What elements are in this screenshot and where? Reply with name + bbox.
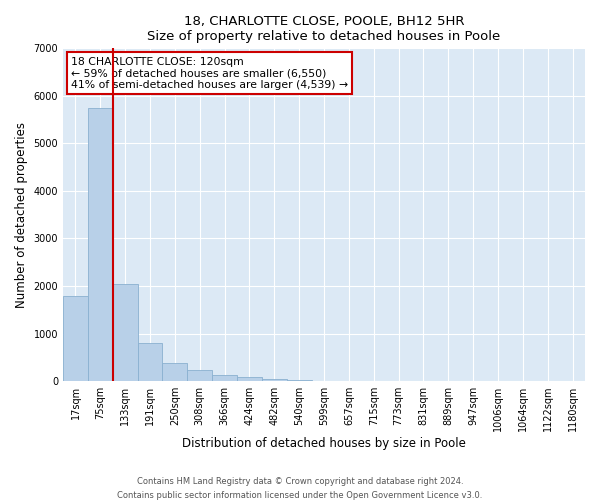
Bar [88,108,113,381]
X-axis label: Distribution of detached houses by size in Poole: Distribution of detached houses by size … [182,437,466,450]
Title: 18, CHARLOTTE CLOSE, POOLE, BH12 5HR
Size of property relative to detached house: 18, CHARLOTTE CLOSE, POOLE, BH12 5HR Siz… [148,15,500,43]
Bar [262,379,287,381]
Bar [163,364,187,381]
Bar [287,380,311,381]
Bar [237,378,262,381]
Bar [63,296,88,381]
Y-axis label: Number of detached properties: Number of detached properties [15,122,28,308]
Bar [212,376,237,381]
Text: Contains HM Land Registry data © Crown copyright and database right 2024.
Contai: Contains HM Land Registry data © Crown c… [118,478,482,500]
Bar [187,370,212,381]
Bar [137,343,163,381]
Bar [113,284,137,381]
Text: 18 CHARLOTTE CLOSE: 120sqm
← 59% of detached houses are smaller (6,550)
41% of s: 18 CHARLOTTE CLOSE: 120sqm ← 59% of deta… [71,56,348,90]
